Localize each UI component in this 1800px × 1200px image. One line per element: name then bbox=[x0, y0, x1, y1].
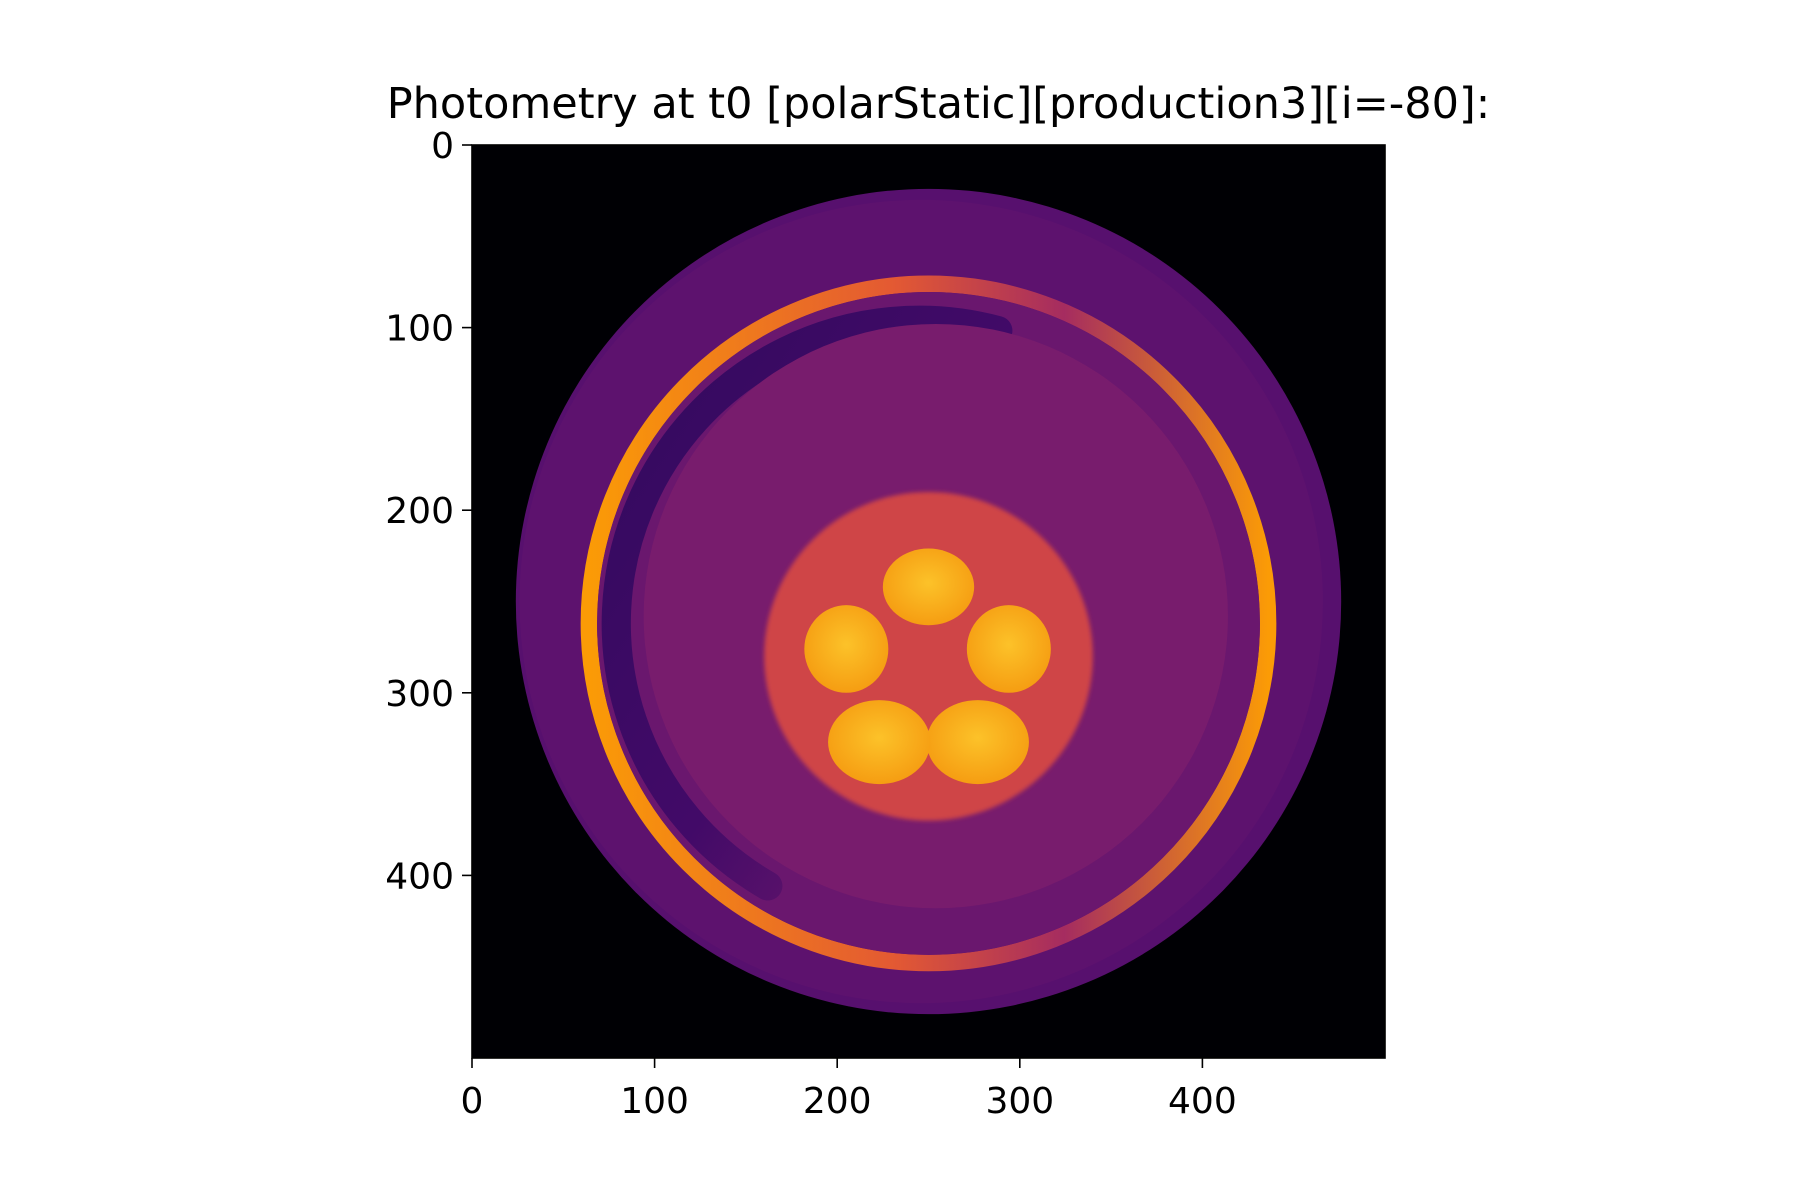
bright-lobe bbox=[804, 605, 889, 693]
bright-ring bbox=[580, 275, 1277, 972]
x-tick-label: 300 bbox=[985, 1081, 1054, 1122]
x-tick-label: 100 bbox=[620, 1081, 689, 1122]
y-tick-label: 400 bbox=[385, 856, 454, 897]
bright-lobe bbox=[926, 700, 1029, 785]
photometry-image bbox=[472, 145, 1385, 1058]
bright-lobe bbox=[882, 548, 975, 626]
y-tick-label: 0 bbox=[431, 126, 454, 167]
y-tick-label: 200 bbox=[385, 491, 454, 532]
y-tick-label: 100 bbox=[385, 309, 454, 350]
bright-lobe bbox=[828, 700, 931, 785]
bright-lobe bbox=[966, 605, 1051, 693]
y-axis: 0 100 200 300 400 bbox=[385, 126, 472, 897]
x-tick-label: 0 bbox=[461, 1081, 484, 1122]
x-axis: 0 100 200 300 400 bbox=[461, 1058, 1237, 1122]
x-tick-label: 200 bbox=[803, 1081, 872, 1122]
y-tick-label: 300 bbox=[385, 674, 454, 715]
x-tick-label: 400 bbox=[1168, 1081, 1237, 1122]
plot-frame bbox=[471, 144, 1386, 1059]
chart-title: Photometry at t0 [polarStatic][productio… bbox=[387, 79, 1491, 129]
dark-arc bbox=[601, 305, 1013, 901]
